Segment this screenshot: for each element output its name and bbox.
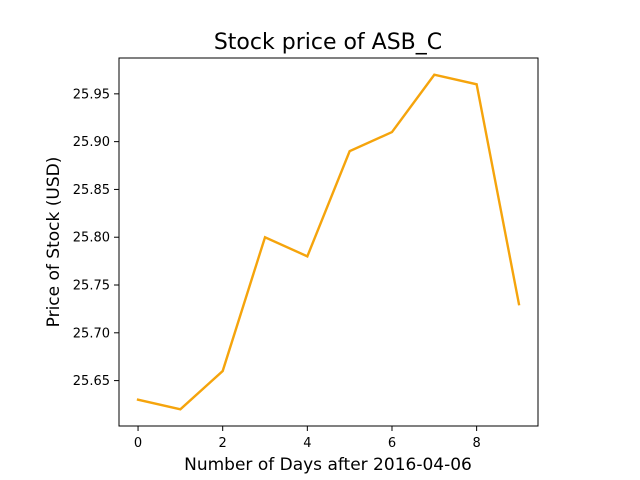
axes-frame	[118, 57, 539, 427]
y-tick-label: 25.75	[73, 279, 110, 294]
y-tick-label: 25.80	[73, 231, 110, 246]
y-tick-label: 25.90	[73, 135, 110, 150]
y-tick-label: 25.95	[73, 87, 110, 102]
x-tick-label: 6	[388, 436, 396, 451]
x-axis-ticks: 0 2 4 6 8	[134, 426, 481, 451]
series-layer	[136, 73, 521, 411]
y-tick-label: 25.85	[73, 183, 110, 198]
x-tick-label: 8	[472, 436, 480, 451]
x-axis-label: Number of Days after 2016-04-06	[184, 455, 472, 475]
x-tick-label: 0	[134, 436, 142, 451]
y-tick-label: 25.65	[73, 374, 110, 389]
y-tick-label: 25.70	[73, 326, 110, 341]
x-tick-label: 2	[219, 436, 227, 451]
y-axis-ticks: 25.65 25.70 25.75 25.80 25.85 25.90 25.95	[73, 87, 119, 389]
x-tick-label: 4	[303, 436, 311, 451]
chart-title: Stock price of ASB_C	[214, 30, 442, 55]
y-axis-label: Price of Stock (USD)	[44, 157, 64, 328]
price-series-line	[136, 73, 521, 411]
plot-area: 0 2 4 6 8 25.65 25.70 25.75 25.80 25.85 25.90 25.9…	[73, 57, 539, 451]
